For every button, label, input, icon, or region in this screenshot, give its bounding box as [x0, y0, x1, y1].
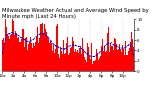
Text: Milwaukee Weather Actual and Average Wind Speed by Minute mph (Last 24 Hours): Milwaukee Weather Actual and Average Win…: [2, 8, 148, 19]
